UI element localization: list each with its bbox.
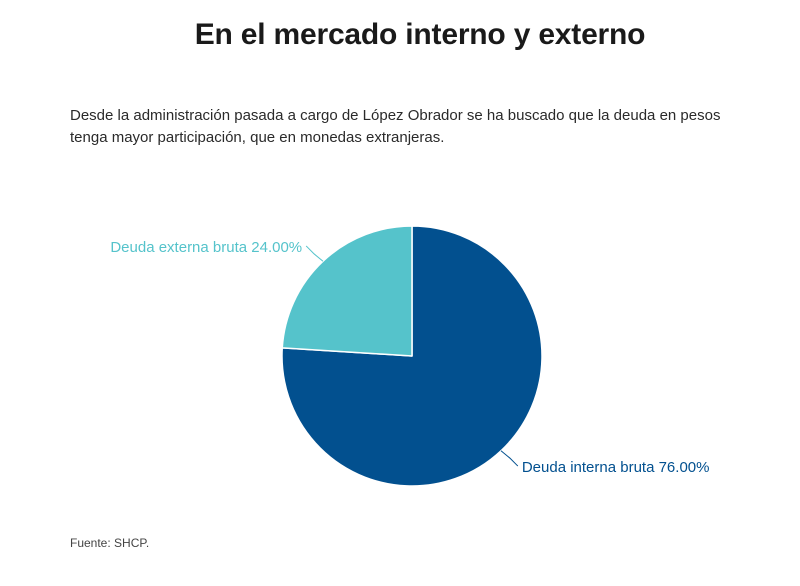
leader-line-0	[500, 450, 519, 467]
chart-title: En el mercado interno y externo	[194, 18, 646, 51]
source-note: Fuente: SHCP.	[70, 536, 150, 550]
pie-label-deuda-interna-bruta: Deuda interna bruta 76.00%	[522, 459, 710, 476]
pie-labels: Deuda interna bruta 76.00% Deuda externa …	[110, 239, 709, 476]
pie-slices	[281, 225, 543, 487]
pie-leader-lines	[305, 245, 519, 467]
pie-label-deuda-externa-bruta: Deuda externa bruta 24.00%	[110, 239, 302, 256]
chart-subtitle: Desde la administración pasada a cargo d…	[70, 107, 721, 146]
pie-slice-deuda-externa-bruta	[281, 225, 413, 357]
leader-line-1	[305, 245, 324, 262]
